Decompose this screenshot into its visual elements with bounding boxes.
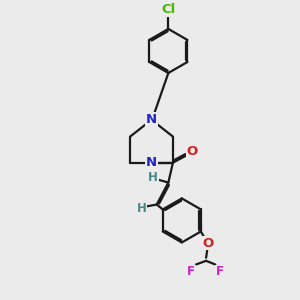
Text: F: F — [216, 265, 224, 278]
Text: H: H — [136, 202, 146, 215]
Text: N: N — [146, 156, 157, 169]
Text: N: N — [146, 113, 157, 126]
Text: O: O — [202, 237, 213, 250]
Text: H: H — [148, 171, 158, 184]
Text: F: F — [187, 265, 195, 278]
Text: O: O — [187, 146, 198, 158]
Text: Cl: Cl — [161, 4, 176, 16]
